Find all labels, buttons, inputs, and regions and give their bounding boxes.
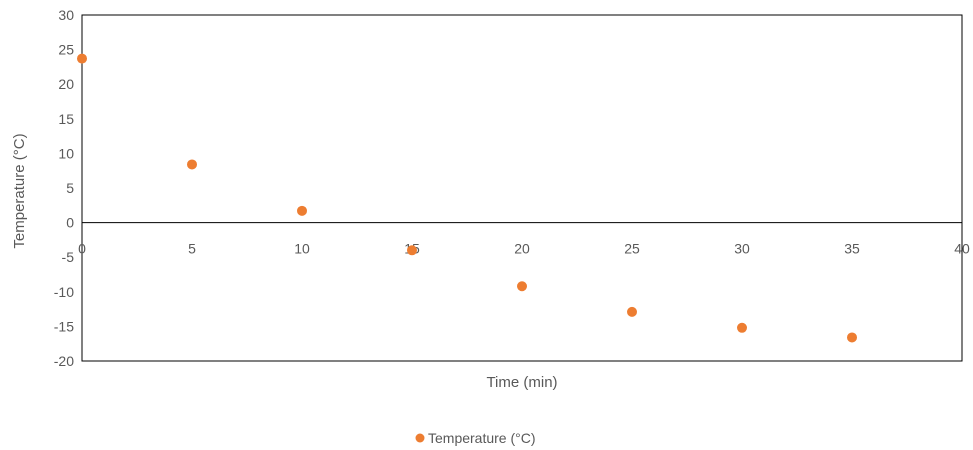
y-tick-label: -20 [54, 353, 74, 369]
x-tick-label: 20 [514, 241, 530, 257]
data-points [77, 53, 857, 343]
y-tick-label: 5 [66, 180, 74, 196]
y-axis-title: Temperature (°C) [11, 133, 28, 248]
x-tick-label: 30 [734, 241, 750, 257]
legend-label: Temperature (°C) [428, 430, 536, 446]
x-tick-label: 25 [624, 241, 640, 257]
y-tick-label: 20 [58, 76, 74, 92]
y-tick-label: -5 [62, 249, 75, 265]
data-point [847, 332, 857, 343]
data-point [737, 322, 747, 333]
x-axis-ticks: 0510152025303540 [78, 241, 970, 257]
legend-marker [415, 433, 425, 443]
data-point [77, 53, 87, 64]
plot-area [81, 14, 963, 362]
y-tick-label: 10 [58, 145, 74, 161]
data-point [187, 159, 197, 170]
y-tick-label: 0 [66, 215, 74, 231]
x-tick-label: 0 [78, 241, 86, 257]
x-tick-label: 10 [294, 241, 310, 257]
y-tick-label: 30 [58, 7, 74, 23]
y-tick-label: 15 [58, 111, 74, 127]
x-axis-title: Time (min) [486, 374, 557, 391]
y-tick-label: -10 [54, 284, 74, 300]
x-tick-label: 5 [188, 241, 196, 257]
data-point [517, 281, 527, 292]
data-point [407, 245, 417, 256]
x-tick-label: 40 [954, 241, 970, 257]
legend: Temperature (°C) [415, 430, 536, 446]
y-tick-label: 25 [58, 42, 74, 58]
data-point [297, 205, 307, 216]
x-tick-label: 35 [844, 241, 860, 257]
data-point [627, 306, 637, 317]
y-tick-label: -15 [54, 318, 74, 334]
y-axis-ticks: 30 25 20 15 10 5 0 -5 -10 -15 -20 [54, 7, 74, 369]
